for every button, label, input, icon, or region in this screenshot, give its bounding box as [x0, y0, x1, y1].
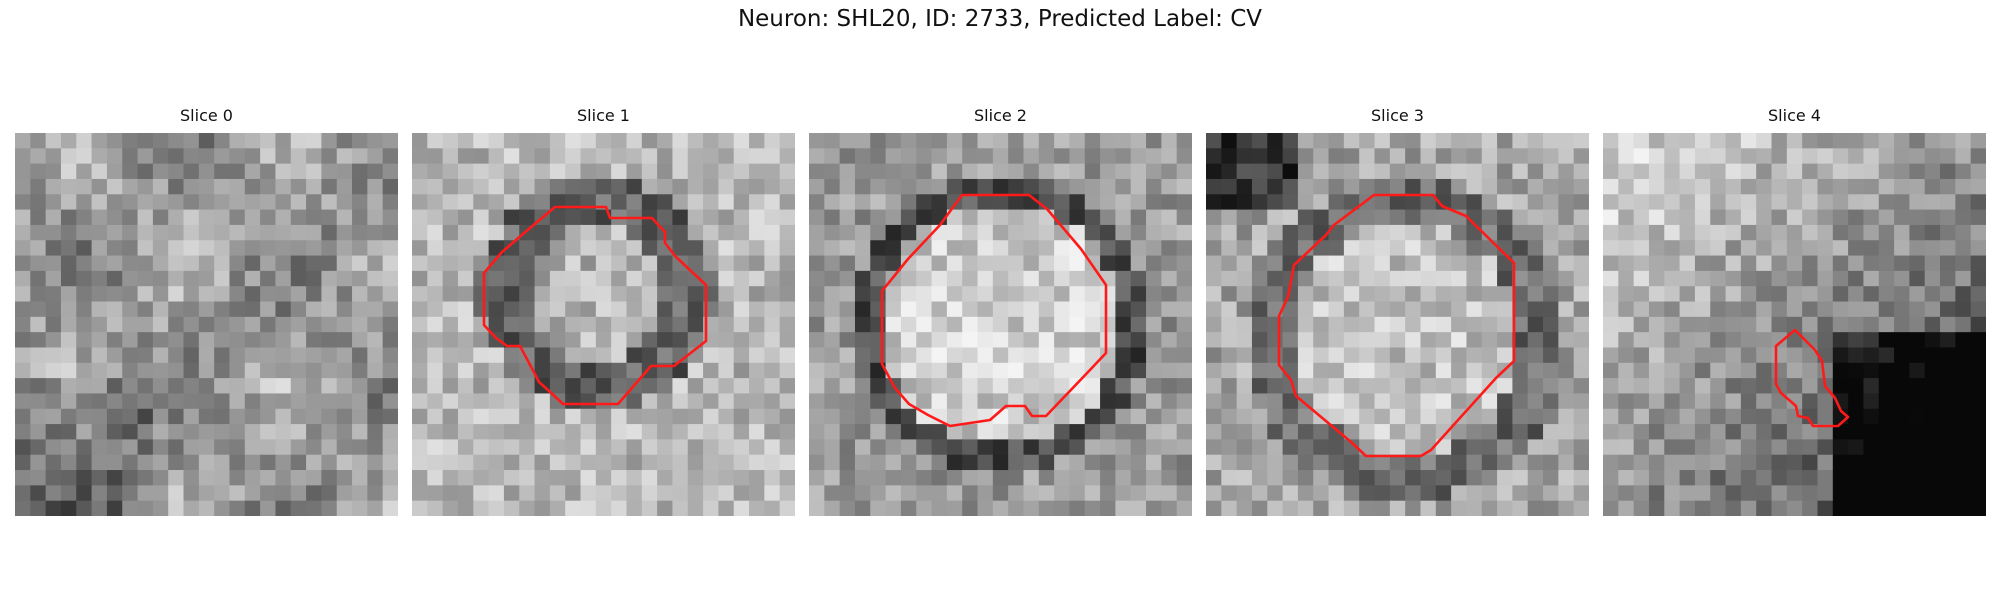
slice-panel-2: Slice 2	[809, 133, 1192, 516]
slice-image-0	[15, 133, 398, 516]
slice-image-1	[412, 133, 795, 516]
slice-image-4	[1603, 133, 1986, 516]
slice-panel-0: Slice 0	[15, 133, 398, 516]
slice-title-0: Slice 0	[15, 106, 398, 125]
slice-image-3	[1206, 133, 1589, 516]
slice-image-2	[809, 133, 1192, 516]
slice-panel-1: Slice 1	[412, 133, 795, 516]
slice-title-1: Slice 1	[412, 106, 795, 125]
slice-title-3: Slice 3	[1206, 106, 1589, 125]
figure-title: Neuron: SHL20, ID: 2733, Predicted Label…	[0, 6, 2000, 32]
slice-panel-3: Slice 3	[1206, 133, 1589, 516]
slice-panel-4: Slice 4	[1603, 133, 1986, 516]
slice-title-4: Slice 4	[1603, 106, 1986, 125]
slice-title-2: Slice 2	[809, 106, 1192, 125]
